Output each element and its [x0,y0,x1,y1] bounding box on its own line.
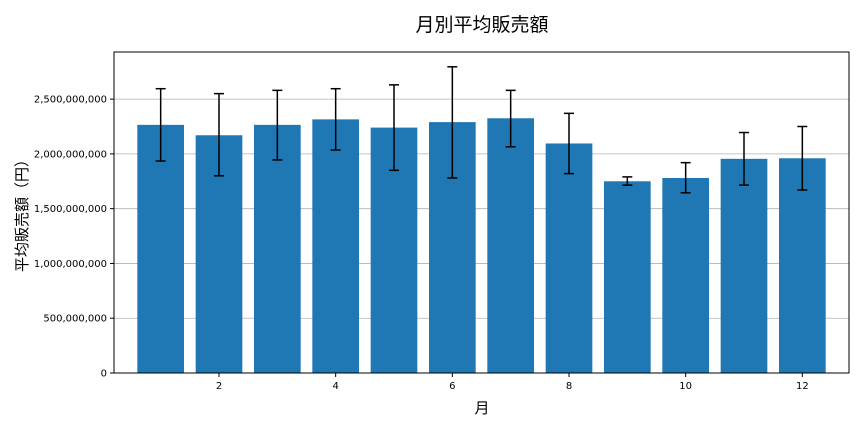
bars [137,118,826,373]
plot-area [113,51,850,374]
error-bar-month-8 [564,112,574,175]
x-tick-label: 4 [332,381,338,392]
y-tick-label: 2,500,000,000 [34,95,107,106]
error-bar-month-3 [272,89,283,161]
error-bar-month-9 [622,176,633,186]
error-bar-month-11 [739,131,749,186]
error-bar-month-12 [797,125,808,191]
error-bar-month-7 [505,89,516,148]
x-axis-label: 月 [474,399,489,417]
error-bars [155,66,808,194]
x-tick-label: 10 [679,381,692,392]
chart-title: 月別平均販売額 [415,14,548,36]
y-tick-label: 1,500,000,000 [34,204,107,215]
bar-month-8 [545,143,593,373]
y-axis-label: 平均販売額（円） [13,152,31,272]
x-tick-label: 12 [796,381,809,392]
error-bar-month-10 [680,161,691,194]
bar-month-10 [662,177,709,373]
bar-month-4 [312,119,359,373]
y-tick-label: 500,000,000 [43,314,107,325]
x-axis-ticks: 2 4 6 8 10 12 [216,373,809,392]
y-axis-ticks: 0 500,000,000 1,000,000,000 1,500,000,000 2,… [34,95,114,380]
bar-month-11 [720,158,768,373]
y-tick-label: 1,000,000,000 [34,259,107,270]
error-bar-month-4 [330,87,341,151]
bar-month-12 [779,158,826,373]
error-bar-month-6 [447,66,458,179]
x-tick-label: 8 [566,381,572,392]
x-tick-label: 6 [449,381,455,392]
y-tick-label: 0 [101,369,107,380]
error-bar-month-5 [389,84,399,172]
error-bar-month-1 [155,87,166,162]
bar-month-3 [254,124,301,373]
bar-month-9 [604,181,651,373]
y-tick-label: 2,000,000,000 [34,149,107,160]
x-tick-label: 2 [216,381,222,392]
bar-month-1 [137,124,184,373]
error-bar-month-2 [214,92,224,177]
bar-month-7 [487,118,534,373]
